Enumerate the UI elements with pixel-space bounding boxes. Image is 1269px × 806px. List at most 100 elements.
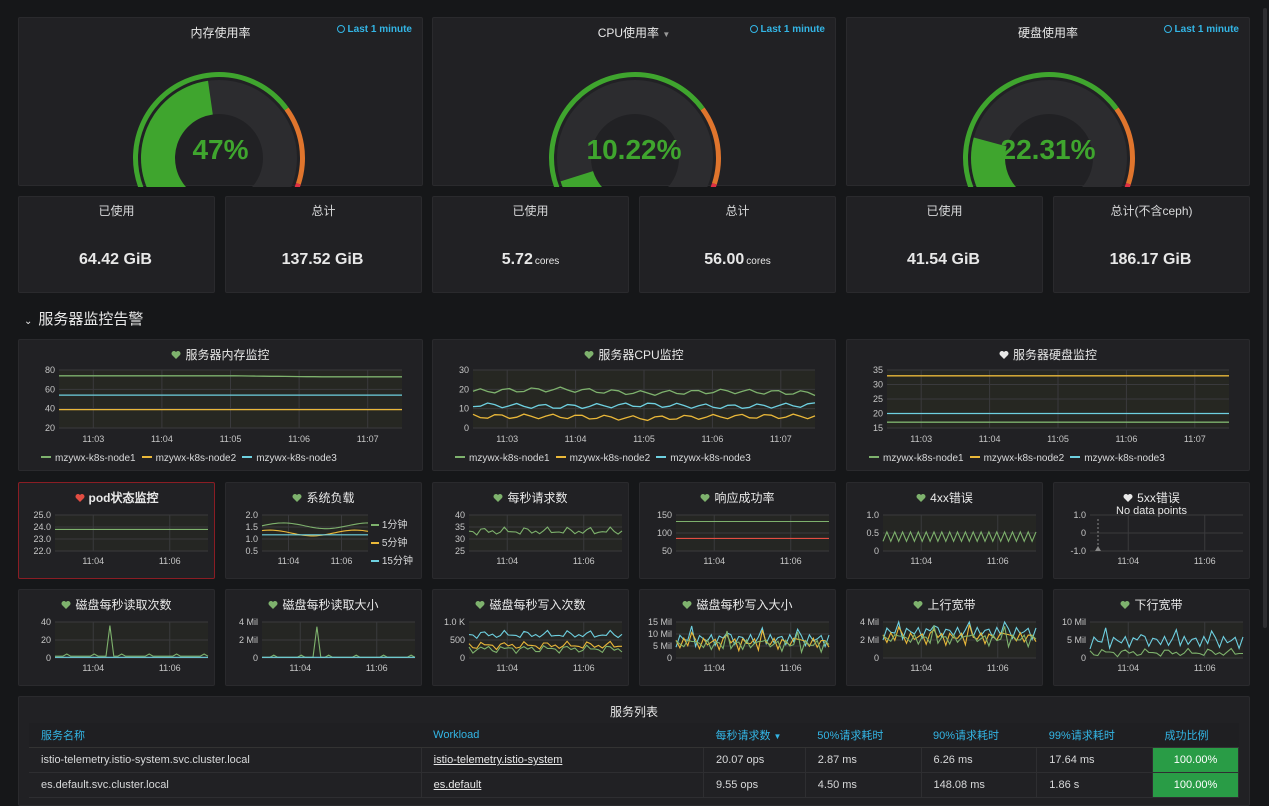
y-tick-label: 0 <box>667 653 672 663</box>
line-chart[interactable]: 0 0.5 1.0 11:04 11:06 <box>847 483 1044 580</box>
legend-item[interactable]: mzywx-k8s-node3 <box>650 453 751 464</box>
y-tick-label: 25 <box>455 546 465 556</box>
legend-item[interactable]: mzywx-k8s-node3 <box>1064 453 1165 464</box>
legend-item[interactable]: mzywx-k8s-node2 <box>550 453 650 464</box>
line-chart[interactable]: 25 30 35 40 11:04 11:06 <box>433 483 630 580</box>
panel-title[interactable]: 服务列表 <box>609 705 658 719</box>
stat-label[interactable]: 总计 <box>311 204 336 218</box>
panel-title[interactable]: 服务器CPU监控 <box>433 346 835 363</box>
x-tick-label: 11:06 <box>366 663 388 673</box>
x-tick-label: 11:06 <box>159 556 181 566</box>
series-line <box>882 620 1037 642</box>
col-header[interactable]: 99%请求耗时 <box>1036 723 1153 748</box>
panel-title[interactable]: 5xx错误 <box>1054 489 1249 506</box>
line-chart[interactable]: 0 2 Mil 4 Mil 11:04 11:06 <box>847 590 1044 687</box>
y-tick-label: 35 <box>455 522 465 532</box>
col-header[interactable]: Workload <box>421 723 704 748</box>
series-line <box>882 625 1037 649</box>
workload-link[interactable]: es.default <box>433 779 482 791</box>
panel-title[interactable]: 每秒请求数 <box>433 489 628 506</box>
panel-title[interactable]: 磁盘每秒写入次数 <box>433 596 628 613</box>
stat-label[interactable]: 总计(不含ceph) <box>1110 204 1193 218</box>
panel-title[interactable]: pod状态监控 <box>19 489 214 506</box>
line-chart[interactable]: 0 2 Mil 4 Mil 11:04 11:06 <box>226 590 423 687</box>
stat-value: 137.52 GiB <box>281 251 364 268</box>
col-header[interactable]: 成功比例 <box>1152 723 1239 748</box>
stat-memory-used: 已使用 64.42 GiB <box>18 196 215 293</box>
legend-item[interactable]: mzywx-k8s-node1 <box>35 453 136 464</box>
panel-title[interactable]: 服务器硬盘监控 <box>847 346 1249 363</box>
panel-title[interactable]: 下行宽带 <box>1054 596 1249 613</box>
line-chart[interactable]: 0 5 Mil 10 Mil 15 Mil 11:04 11:06 <box>640 590 837 687</box>
col-header[interactable]: 50%请求耗时 <box>805 723 922 748</box>
panel-title[interactable]: CPU使用率 ▼ <box>597 26 671 40</box>
line-chart[interactable]: 0 5 Mil 10 Mil 11:04 11:06 <box>1054 590 1251 687</box>
stat-label[interactable]: 已使用 <box>512 204 549 218</box>
gauge-threshold-warn <box>700 107 721 185</box>
y-tick-label: 4 Mil <box>239 617 258 627</box>
col-header[interactable]: 90%请求耗时 <box>921 723 1037 748</box>
y-tick-label: 2 Mil <box>860 635 879 645</box>
panel-title[interactable]: 磁盘每秒写入大小 <box>640 596 835 613</box>
panel-title[interactable]: 内存使用率 <box>190 26 251 40</box>
line-chart[interactable]: 20 40 60 80 11:03 11:04 11:05 11:06 11:07 <box>19 340 424 472</box>
panel-title[interactable]: 硬盘使用率 <box>1017 26 1078 40</box>
y-tick-label: 30 <box>455 534 465 544</box>
workload-link[interactable]: istio-telemetry.istio-system <box>433 754 563 766</box>
panel-title[interactable]: 磁盘每秒读取大小 <box>226 596 421 613</box>
y-tick-label: 23.0 <box>33 534 51 544</box>
y-tick-label: 0 <box>1081 653 1086 663</box>
line-chart[interactable]: 22.0 23.0 24.0 25.0 11:04 11:06 <box>19 483 216 580</box>
panel-title[interactable]: 系统负载 <box>226 489 421 506</box>
line-chart[interactable]: 15 20 25 30 35 11:03 11:04 11:05 11:06 11:07 <box>847 340 1251 472</box>
panel-title[interactable]: 磁盘每秒读取次数 <box>19 596 214 613</box>
col-header-sorted[interactable]: 每秒请求数 ▼ <box>703 723 806 748</box>
legend-item[interactable]: 5分钟 <box>370 534 413 549</box>
y-tick-label: 15 <box>873 423 883 433</box>
clock-icon <box>336 25 345 33</box>
heart-icon <box>913 601 923 609</box>
legend-item[interactable]: mzywx-k8s-node2 <box>964 453 1064 464</box>
stat-memory-total: 总计 137.52 GiB <box>225 196 422 293</box>
panel-title[interactable]: 服务器内存监控 <box>19 346 422 363</box>
heart-icon <box>1120 601 1130 609</box>
y-tick-label: 1.0 K <box>444 617 465 627</box>
chevron-down-icon[interactable]: ▼ <box>662 30 671 39</box>
stat-label[interactable]: 已使用 <box>926 204 963 218</box>
line-chart[interactable]: -1.0 0 1.0 11:04 11:06 <box>1054 483 1251 580</box>
x-tick-label: 11:06 <box>1115 434 1137 444</box>
panel-title[interactable]: 4xx错误 <box>847 489 1042 506</box>
line-chart[interactable]: 50 100 150 11:04 11:06 <box>640 483 837 580</box>
legend-item[interactable]: 1分钟 <box>370 516 413 531</box>
legend-item[interactable]: mzywx-k8s-node3 <box>236 453 337 464</box>
time-range: Last 1 minute <box>336 24 412 35</box>
legend-item[interactable]: mzywx-k8s-node1 <box>863 453 964 464</box>
line-chart[interactable]: 0 20 40 11:04 11:06 <box>19 590 216 687</box>
series-line <box>675 630 830 655</box>
x-tick-label: 11:04 <box>278 556 300 566</box>
line-chart[interactable]: 0 10 20 30 11:03 11:04 11:05 11:06 11:07 <box>433 340 837 472</box>
stat-label[interactable]: 总计 <box>725 204 750 218</box>
page-scrollbar[interactable] <box>1263 8 1267 628</box>
gauge-track <box>557 79 713 187</box>
graph-panel-disk: 服务器硬盘监控 15 20 25 30 35 11:03 11:04 11:05 11:06 11… <box>846 339 1250 471</box>
legend-item[interactable]: 15分钟 <box>370 552 413 567</box>
cell-success: 100.00% <box>1152 772 1239 798</box>
y-tick-label: 20 <box>873 409 883 419</box>
y-tick-label: 15 Mil <box>648 617 672 627</box>
line-chart[interactable]: 0.5 1.0 1.5 2.0 11:04 11:06 <box>226 483 376 580</box>
y-tick-label: 150 <box>657 510 672 520</box>
legend-swatch <box>869 456 879 459</box>
row-collapse-toggle[interactable]: ⌄ 服务器监控告警 <box>24 308 143 329</box>
legend-item[interactable]: mzywx-k8s-node2 <box>136 453 236 464</box>
panel-title[interactable]: 响应成功率 <box>640 489 835 506</box>
line-chart[interactable]: 0 500 1.0 K 11:04 11:06 <box>433 590 630 687</box>
stat-label[interactable]: 已使用 <box>98 204 135 218</box>
legend-item[interactable]: mzywx-k8s-node1 <box>449 453 550 464</box>
panel-title[interactable]: 上行宽带 <box>847 596 1042 613</box>
col-header[interactable]: 服务名称 <box>29 723 422 748</box>
cell-service: istio-telemetry.istio-system.svc.cluster… <box>29 747 422 773</box>
time-range: Last 1 minute <box>749 24 825 35</box>
x-tick-label: 11:06 <box>159 663 181 673</box>
service-table-wrap: 服务名称 Workload 每秒请求数 ▼ 50%请求耗时 90%请求耗时 99… <box>29 723 1239 798</box>
